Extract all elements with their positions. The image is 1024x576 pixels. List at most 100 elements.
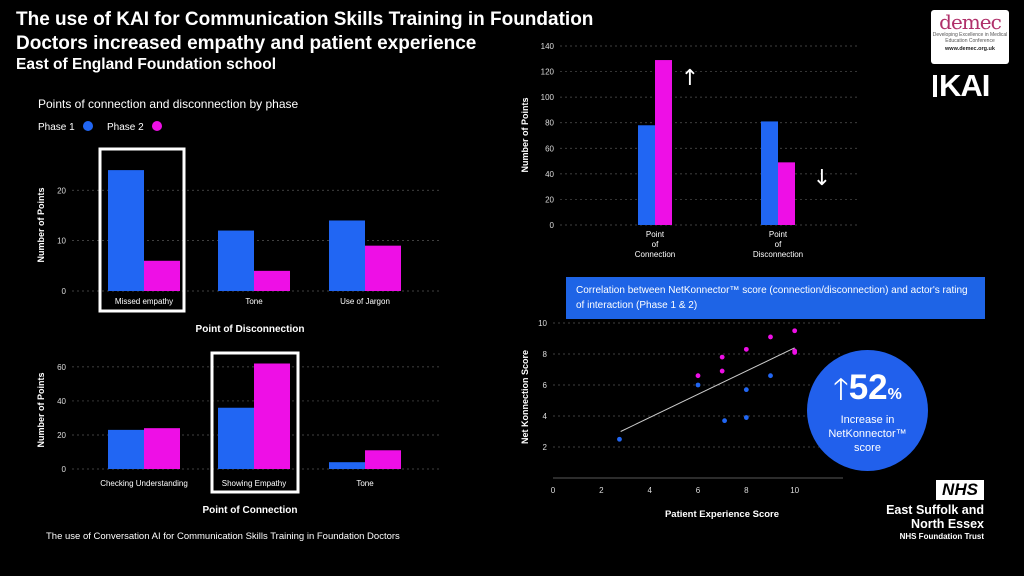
category-label: Use of Jargon (340, 297, 390, 306)
bar-1 (761, 121, 778, 225)
y-tick-label: 20 (57, 431, 66, 440)
bar-1 (108, 429, 144, 469)
y-tick-label: 120 (541, 68, 555, 77)
y-tick-label: 40 (57, 397, 66, 406)
x-tick-label: 0 (551, 486, 556, 495)
y-tick-label: 2 (543, 443, 548, 452)
highlight-box (98, 147, 186, 313)
y-tick-label: 80 (545, 119, 554, 128)
y-axis-label: Net Konnection Score (520, 350, 530, 444)
category-label: of (775, 240, 782, 249)
category-label: Connection (635, 250, 675, 259)
legend-marker (83, 121, 93, 131)
category-label: Point (769, 230, 788, 239)
y-tick-label: 40 (545, 170, 554, 179)
scatter-point-1 (617, 436, 622, 442)
nhs-logo: NHS (936, 480, 984, 500)
increase-circle: 🡑52% Increase in NetKonnector™ score (807, 350, 928, 471)
category-label: of (652, 240, 659, 249)
chart-title: Points of connection and disconnection b… (38, 97, 299, 111)
correlation-callout: Correlation between NetKonnector™ score … (566, 277, 985, 319)
category-label: Tone (245, 297, 263, 306)
category-label: Point (646, 230, 665, 239)
x-axis-label: Point of Connection (203, 505, 298, 516)
footer-caption: The use of Conversation AI for Communica… (46, 531, 400, 542)
title-line-1: The use of KAI for Communication Skills … (16, 9, 594, 30)
increase-value: 🡑52% (833, 368, 902, 407)
scatter-point-2 (792, 350, 798, 355)
bar-1 (329, 462, 365, 469)
category-label: Missed empathy (115, 297, 173, 306)
scatter-point-2 (719, 354, 725, 360)
bar-2 (144, 428, 180, 469)
legend-label: Phase 2 (107, 122, 144, 133)
y-tick-label: 6 (543, 381, 548, 390)
scatter-point-2 (792, 328, 798, 334)
scatter-point-1 (768, 373, 773, 379)
y-tick-label: 0 (550, 221, 555, 230)
y-tick-label: 20 (545, 195, 554, 204)
bar-1 (108, 170, 144, 291)
increase-label-1: Increase in (840, 414, 895, 426)
y-tick-label: 8 (543, 350, 548, 359)
arrow-up-icon: 🡑 (833, 373, 849, 406)
bar-1 (218, 230, 254, 291)
scatter-point-1 (695, 382, 701, 388)
highlight-box (210, 351, 300, 494)
bar-2 (778, 162, 795, 225)
x-tick-label: 10 (790, 486, 799, 495)
category-label: Checking Understanding (100, 479, 188, 488)
title-line-2: Doctors increased empathy and patient ex… (16, 33, 477, 54)
scatter-point-1 (722, 418, 727, 424)
scatter-point-1 (743, 415, 749, 420)
bar-2 (144, 260, 180, 291)
x-tick-label: 4 (647, 486, 652, 495)
category-label: Showing Empathy (222, 479, 286, 488)
bar-1 (638, 125, 655, 225)
x-tick-label: 6 (696, 486, 701, 495)
y-axis-label: Number of Points (520, 97, 530, 172)
legend-marker (152, 121, 162, 131)
bar-2 (254, 270, 290, 291)
increase-label-2: NetKonnector™ (828, 428, 907, 440)
x-axis-label: Point of Disconnection (196, 324, 305, 335)
scatter-point-1 (743, 387, 749, 393)
x-axis-label: Patient Experience Score (665, 509, 779, 520)
scatter-point-2 (695, 373, 701, 379)
y-axis-label: Number of Points (36, 187, 46, 262)
x-tick-label: 8 (744, 486, 749, 495)
demec-logo: demec Developing Excellence in Medical E… (931, 10, 1009, 64)
x-tick-label: 2 (599, 486, 604, 495)
increase-label-3: score (854, 442, 881, 454)
subtitle: East of England Foundation school (16, 56, 277, 73)
bar-1 (329, 220, 365, 291)
y-tick-label: 10 (57, 237, 66, 246)
bar-1 (218, 407, 254, 469)
kai-logo: KAI (933, 68, 990, 104)
bar-2 (254, 363, 290, 469)
scatter-point-2 (768, 334, 773, 340)
legend-label: Phase 1 (38, 122, 75, 133)
bar-2 (365, 245, 401, 291)
y-axis-label: Number of Points (36, 372, 46, 447)
bar-2 (655, 60, 672, 225)
y-tick-label: 60 (545, 144, 554, 153)
y-tick-label: 0 (62, 465, 67, 474)
y-tick-label: 140 (541, 42, 555, 51)
category-label: Tone (356, 479, 374, 488)
scatter-point-2 (743, 346, 749, 352)
y-tick-label: 10 (538, 319, 547, 328)
y-tick-label: 4 (543, 412, 548, 421)
bar-2 (365, 450, 401, 469)
trust-name: East Suffolk and North Essex NHS Foundat… (886, 503, 984, 541)
y-tick-label: 60 (57, 363, 66, 372)
y-tick-label: 0 (62, 287, 67, 296)
category-label: Disconnection (753, 250, 803, 259)
arrow-up-icon: ↑ (681, 66, 699, 91)
trendline (620, 347, 795, 432)
scatter-point-2 (719, 368, 725, 374)
y-tick-label: 20 (57, 186, 66, 195)
arrow-down-icon: ↓ (813, 166, 831, 191)
y-tick-label: 100 (541, 93, 555, 102)
